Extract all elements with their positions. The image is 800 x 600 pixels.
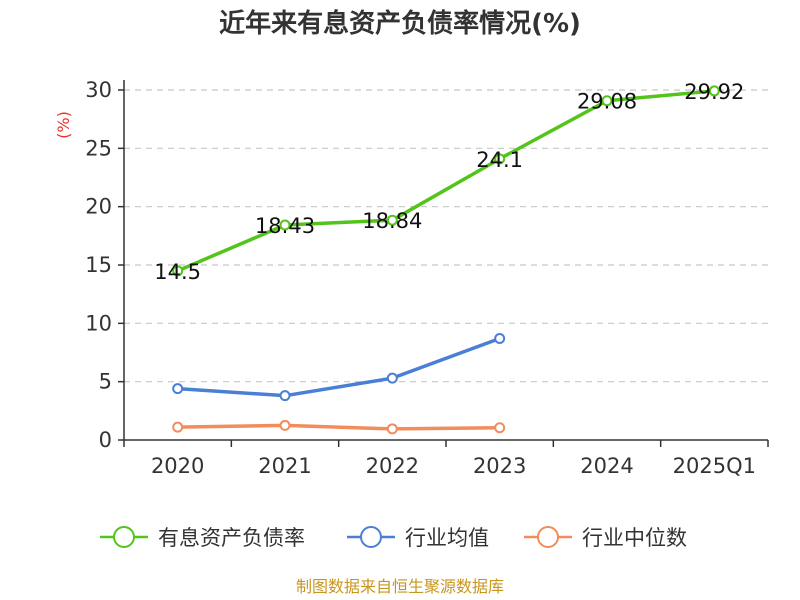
- series-line-0: [176, 89, 715, 273]
- y-tick-label: 20: [85, 195, 112, 219]
- legend-item-1[interactable]: 行业均值: [347, 526, 489, 550]
- source-note: 制图数据来自恒生聚源数据库: [296, 577, 504, 596]
- series-point-0: [172, 265, 184, 277]
- data-label: 18.43: [255, 214, 315, 238]
- series-point-1: [279, 390, 291, 402]
- series-point-0: [494, 153, 506, 165]
- series-point-2: [386, 423, 398, 435]
- y-tick-label: 10: [85, 311, 112, 335]
- data-label: 24.1: [476, 148, 523, 172]
- series-layer: [172, 85, 720, 435]
- legend[interactable]: 有息资产负债率 行业均值 行业中位数: [100, 526, 687, 550]
- series-point-2: [279, 419, 291, 431]
- data-label: 29.92: [684, 80, 744, 104]
- series-point-2: [494, 422, 506, 434]
- series-point-1: [172, 383, 184, 395]
- data-label: 18.84: [362, 209, 422, 233]
- x-tick-label: 2025Q1: [673, 454, 756, 478]
- y-tick-label: 30: [85, 78, 112, 102]
- series-point-0: [601, 95, 613, 107]
- y-tick-label: 15: [85, 253, 112, 277]
- series-point-1: [386, 372, 398, 384]
- legend-item-2[interactable]: 行业中位数: [524, 526, 687, 550]
- y-tick-label: 25: [85, 136, 112, 160]
- legend-item-0[interactable]: 有息资产负债率: [100, 526, 305, 550]
- y-tick-label: 5: [99, 370, 112, 394]
- data-label: 29.08: [577, 90, 637, 114]
- legend-marker: [537, 526, 559, 548]
- grid-lines: [124, 89, 768, 383]
- series-line-2: [177, 423, 500, 431]
- y-axis-label: (%): [54, 111, 73, 139]
- chart-title: 近年来有息资产负债率情况(%): [219, 8, 581, 39]
- axes: 0 5 10 15 20 25 30 2020 2021 2022 2023 2024 2025Q1: [85, 78, 769, 478]
- series-point-0: [708, 85, 720, 97]
- x-tick-label: 2023: [473, 454, 526, 478]
- series-point-2: [172, 421, 184, 433]
- legend-label: 有息资产负债率: [158, 526, 305, 550]
- y-tick-label: 0: [99, 428, 112, 452]
- x-tick-label: 2020: [151, 454, 204, 478]
- legend-marker: [113, 526, 135, 548]
- legend-label: 行业中位数: [582, 526, 687, 550]
- x-tick-label: 2022: [366, 454, 419, 478]
- series-line-1: [177, 336, 501, 398]
- series-point-0: [279, 219, 291, 231]
- x-tick-label: 2024: [580, 454, 633, 478]
- x-tick-label: 2021: [258, 454, 311, 478]
- data-labels: 14.5 18.43 18.84 24.1 29.08 29.92: [154, 80, 744, 284]
- series-point-1: [494, 333, 506, 344]
- legend-marker: [360, 526, 382, 548]
- data-label: 14.5: [154, 260, 201, 284]
- legend-label: 行业均值: [405, 526, 489, 550]
- series-point-0: [386, 214, 398, 226]
